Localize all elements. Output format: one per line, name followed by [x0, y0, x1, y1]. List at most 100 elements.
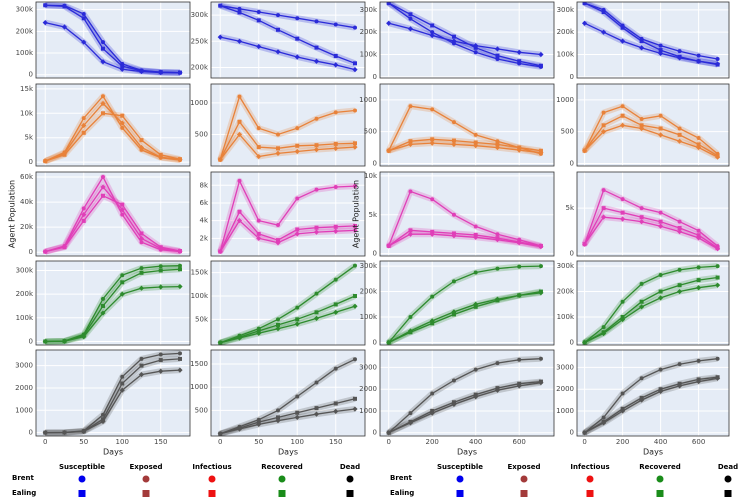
marker [81, 334, 87, 340]
marker [61, 338, 68, 344]
marker [658, 223, 664, 229]
y-tick-label: 10k [364, 172, 378, 180]
y-tick-label: 3000 [15, 362, 33, 370]
marker [582, 430, 588, 436]
marker [429, 231, 435, 237]
panel: 0 50 100 150 0 1000 2000 3000 Days [15, 349, 191, 457]
marker [177, 70, 183, 76]
marker [601, 214, 607, 220]
marker [100, 184, 106, 190]
legend-marker [724, 475, 732, 483]
marker [451, 401, 457, 408]
marker [601, 29, 607, 35]
y-tick-label: 300k [557, 262, 575, 270]
marker [217, 431, 223, 436]
marker [494, 46, 501, 52]
marker [352, 357, 357, 362]
marker [494, 144, 501, 151]
y-axis-label: Agent Population [352, 180, 361, 248]
marker [294, 414, 300, 421]
marker [696, 378, 702, 385]
marker [658, 388, 664, 394]
marker [429, 318, 435, 324]
legend-column-label: Susceptible [437, 463, 483, 471]
marker [139, 240, 144, 245]
marker [696, 228, 701, 233]
x-tick-label: 600 [513, 438, 526, 446]
marker [620, 210, 625, 215]
marker [715, 246, 721, 252]
marker [517, 357, 522, 362]
legend-row-label: Brent [12, 474, 35, 482]
marker [473, 301, 479, 307]
plot-area [386, 2, 544, 70]
marker [473, 132, 478, 137]
marker [620, 216, 626, 222]
series-line [388, 380, 542, 434]
marker [177, 367, 183, 373]
marker [333, 62, 339, 68]
marker [407, 231, 414, 237]
marker [42, 338, 48, 345]
series-line [45, 369, 181, 434]
marker [620, 197, 625, 202]
marker [429, 140, 435, 146]
panel: 200k 250k 300k [191, 1, 366, 79]
marker [81, 212, 87, 218]
marker [256, 235, 262, 241]
y-tick-label: 40k [20, 198, 34, 206]
marker [620, 104, 625, 109]
y-tick-label: 0 [373, 429, 377, 437]
legend-marker [724, 490, 732, 497]
legend-marker [142, 475, 150, 483]
y-tick-label: 0 [570, 338, 574, 346]
marker [473, 234, 479, 240]
marker [407, 141, 414, 147]
y-tick-label: 0 [373, 338, 377, 346]
marker [430, 294, 435, 299]
marker [177, 283, 183, 290]
panel: 0 100k 200k 300k [16, 260, 191, 345]
y-tick-label: 500 [561, 128, 574, 136]
panel-border [210, 349, 366, 437]
panel-border [379, 260, 555, 346]
marker [620, 113, 625, 118]
marker [237, 10, 242, 15]
marker [275, 146, 280, 151]
y-tick-label: 200k [16, 27, 34, 35]
panel: 0 50 100 150 500 1000 1500 Days [190, 349, 366, 457]
series-line [219, 178, 356, 252]
legend-marker [278, 475, 286, 483]
marker [538, 356, 543, 361]
panel: 0 200 400 600 0 1000 2000 3000 Days [556, 349, 730, 457]
marker [100, 303, 105, 308]
y-tick-label: 3000 [556, 363, 574, 371]
marker [61, 150, 68, 156]
legend-column-label: Recovered [639, 463, 681, 471]
marker [696, 285, 702, 291]
series-line [220, 398, 356, 435]
marker [217, 340, 223, 345]
marker [100, 111, 105, 116]
panel-border [210, 1, 366, 79]
legend-column-label: Dead [718, 463, 738, 471]
marker [158, 69, 164, 76]
y-tick-label: 500 [364, 128, 377, 136]
marker [538, 51, 544, 58]
marker [256, 231, 261, 236]
marker [658, 126, 663, 131]
y-tick-label: 60k [20, 173, 34, 181]
y-tick-label: 200k [16, 290, 34, 298]
y-tick-label: 2000 [15, 384, 33, 392]
x-tick-label: 150 [154, 438, 167, 446]
panel: 0 100k 200k 300k [557, 1, 730, 81]
marker [516, 147, 522, 153]
marker [677, 126, 682, 131]
marker [677, 55, 683, 61]
marker [639, 304, 645, 310]
series-line [44, 95, 181, 162]
panel-background [577, 2, 729, 78]
marker [696, 136, 701, 141]
marker [601, 188, 606, 193]
